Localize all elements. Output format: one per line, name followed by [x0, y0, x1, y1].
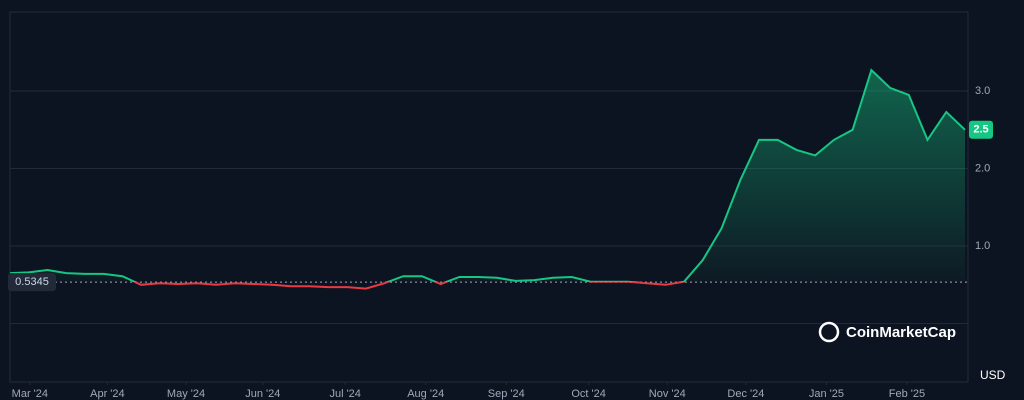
x-tick-label: Feb '25: [889, 388, 925, 400]
currency-label: USD: [980, 368, 1006, 382]
y-tick-label: 1.0: [975, 240, 990, 252]
x-tick-label: Jul '24: [329, 388, 360, 400]
area: [10, 70, 965, 283]
x-tick-label: Jun '24: [245, 388, 280, 400]
watermark-text: CoinMarketCap: [846, 324, 956, 341]
x-tick-label: Mar '24: [12, 388, 48, 400]
watermark: CoinMarketCap: [818, 321, 956, 343]
price-line-down: [132, 282, 686, 290]
x-tick-label: Apr '24: [90, 388, 125, 400]
last-price-tag: [969, 120, 993, 139]
x-tick-label: Nov '24: [649, 388, 686, 400]
y-tick-label: 2.0: [975, 162, 990, 174]
x-tick-label: Dec '24: [727, 388, 764, 400]
x-tick-label: Jan '25: [809, 388, 844, 400]
baseline-label: 0.5345: [15, 276, 49, 288]
x-tick-label: Oct '24: [571, 388, 606, 400]
logo: [818, 321, 840, 343]
price-line: [9, 68, 966, 283]
baseline-tag: [8, 273, 56, 292]
x-tick-label: May '24: [167, 388, 205, 400]
x-tick-label: Aug '24: [407, 388, 444, 400]
x-tick-label: Sep '24: [488, 388, 525, 400]
last-price-label: 2.5: [973, 124, 988, 136]
plot-frame: [9, 11, 969, 383]
y-tick-label: 3.0: [975, 85, 990, 97]
